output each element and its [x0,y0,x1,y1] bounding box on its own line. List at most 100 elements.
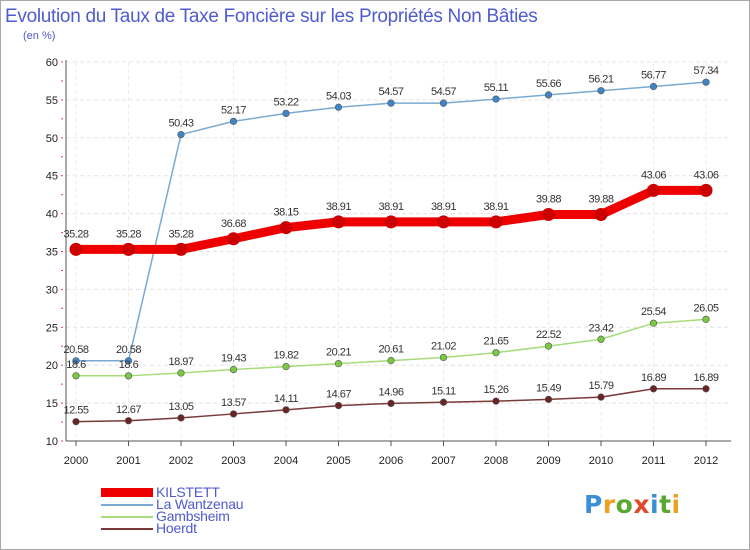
data-point [702,78,710,86]
data-point [597,87,605,95]
y-tick-label: 10 [46,436,58,448]
legend-item: Hoerdt [101,520,301,536]
series-hoerdt [72,385,710,426]
data-label: 43.06 [641,169,666,181]
data-label: 13.05 [168,401,193,413]
data-point [229,410,238,418]
labels-gambsheim: 18.6 18.6 18.97 19.43 19.82 20.21 20.61 21.02 21… [66,302,719,370]
data-label: 20.61 [378,344,403,356]
data-label: 55.66 [536,78,561,90]
data-point [594,208,608,222]
x-tick-label: 2002 [169,455,193,467]
data-point [177,369,185,377]
legend-item: La Wantzenau [101,496,301,512]
y-tick-label: 40 [46,209,58,221]
legend-item: KILSTETT [101,484,301,500]
data-label: 35.28 [116,228,141,240]
y-tick-label: 30 [46,284,58,296]
data-label: 54.57 [378,86,403,98]
data-point [647,183,660,197]
data-label: 19.43 [221,353,246,365]
data-label: 53.22 [273,96,298,108]
data-label: 19.82 [273,350,298,362]
data-label: 15.79 [588,380,613,392]
data-point [124,357,133,365]
data-label: 39.88 [536,194,561,206]
data-label: 43.06 [693,169,718,181]
series-la-wantzenau [72,78,710,365]
data-point [124,372,133,380]
data-label: 38.91 [326,201,351,213]
data-point [492,397,500,405]
data-label: 14.67 [326,389,351,401]
legend-swatch [101,504,153,506]
data-label: 25.54 [641,306,666,318]
data-point [174,242,188,256]
logo-letter: r [602,490,616,519]
data-label: 18.6 [66,359,86,371]
data-label: 52.17 [221,104,246,116]
labels-la-wantzenau: 20.58 20.58 50.43 52.17 53.22 54.03 54.57 54.57… [63,65,719,356]
data-point [492,349,500,357]
series-kilstett [69,183,713,256]
y-tick-label: 55 [46,95,58,107]
data-point [334,402,343,410]
data-point [699,183,713,197]
data-label: 35.28 [63,228,88,240]
x-tick-label: 2010 [589,455,613,467]
data-point [72,418,80,426]
data-point [544,395,553,403]
data-point [227,232,240,246]
data-label: 56.21 [588,74,613,86]
data-point [439,99,448,107]
data-point [387,399,395,408]
data-label: 54.03 [326,90,351,102]
data-point [597,335,605,343]
data-label: 14.96 [378,386,403,398]
legend-label: Gambsheim [156,508,230,524]
logo-letter: P [584,490,603,519]
data-point [229,365,238,374]
data-point [282,109,290,117]
data-point [332,215,345,229]
data-label: 56.77 [641,69,666,81]
data-point [437,215,450,229]
data-label: 18.6 [119,359,139,371]
x-tick-label: 2001 [116,455,140,467]
x-tick-label: 2008 [484,455,508,467]
data-label: 23.42 [588,322,613,334]
data-label: 39.88 [588,194,613,206]
logo-letter: t [659,490,672,519]
data-point [177,414,185,422]
legend-item: Gambsheim [101,508,301,524]
logo-letter: i [671,490,681,519]
data-label: 22.52 [536,329,561,341]
data-point [124,417,133,425]
data-point [649,319,658,327]
data-point [597,393,605,401]
y-tick-label: 45 [46,171,58,183]
data-label: 12.55 [63,405,88,417]
x-tick-label: 2000 [64,455,88,467]
data-label: 18.97 [168,356,193,368]
data-point [439,353,448,362]
data-point [544,91,553,99]
data-point [492,95,500,103]
chart-subtitle: (en %) [23,30,56,42]
y-tick-label: 50 [46,133,58,145]
data-label: 21.65 [483,336,508,348]
legend-swatch [101,516,153,518]
data-label: 26.05 [693,302,718,314]
data-label: 36.68 [221,218,246,230]
logo-letter: i [650,490,660,519]
data-label: 38.15 [273,207,298,219]
data-label: 16.89 [693,372,718,384]
x-tick-label: 2003 [221,455,245,467]
data-point [544,342,553,350]
data-point [72,357,80,365]
data-point [229,117,238,125]
legend-label: KILSTETT [156,484,220,500]
data-label: 20.21 [326,347,351,359]
data-point [72,372,80,380]
legend-label: Hoerdt [156,520,197,536]
